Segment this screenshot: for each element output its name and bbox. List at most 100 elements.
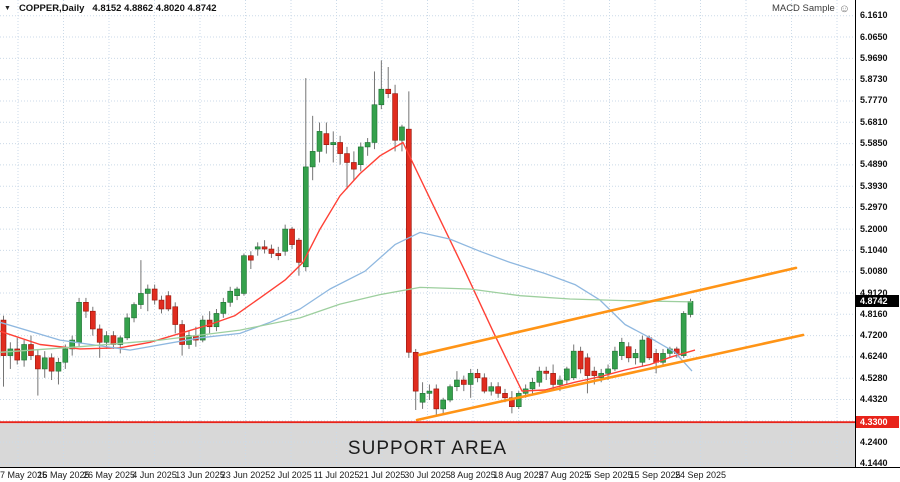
candle-up — [632, 353, 639, 359]
candle-down — [296, 239, 302, 263]
candle-up — [364, 142, 371, 148]
candle-down — [35, 355, 41, 370]
candle-down — [344, 153, 350, 163]
candle-down — [261, 246, 268, 250]
price-tick-label: 5.2000 — [860, 223, 888, 234]
candle-up — [447, 386, 453, 401]
candle-down — [289, 228, 295, 245]
candle-up — [467, 373, 474, 385]
candle-up — [309, 151, 316, 168]
candle-up — [138, 293, 144, 305]
ohlc-values: 4.8152 4.8862 4.8020 4.8742 — [92, 3, 217, 14]
candle-down — [591, 370, 598, 376]
ma-fast-red-line — [0, 141, 696, 392]
price-tick-label: 4.8160 — [860, 308, 888, 319]
price-tick-label: 5.8730 — [860, 74, 888, 85]
candle-up — [282, 228, 288, 252]
date-label: 2 Jul 2025 — [270, 470, 312, 480]
candle-up — [241, 255, 247, 294]
price-tick-label: 5.0080 — [860, 266, 888, 277]
candle-down — [550, 373, 556, 385]
candle-down — [584, 357, 591, 376]
candle-up — [69, 339, 75, 350]
candle-up — [103, 335, 110, 343]
candle-down — [172, 306, 179, 325]
ascending-channel-lower[interactable] — [415, 333, 805, 422]
date-label: 24 Sep 2025 — [674, 470, 727, 480]
ascending-channel-upper[interactable] — [417, 266, 798, 357]
candle-down — [158, 299, 165, 310]
candle-up — [399, 126, 405, 141]
candle-up — [227, 290, 234, 303]
price-tick-label: 4.2400 — [860, 436, 888, 447]
price-tick-label: 5.5850 — [860, 138, 888, 149]
candle-up — [21, 344, 27, 361]
candle-down — [323, 133, 330, 146]
candle-down — [165, 295, 172, 310]
candle-up — [454, 379, 460, 387]
price-tick-label: 6.0650 — [860, 31, 888, 42]
candle-up — [680, 313, 687, 356]
candlesticks — [0, 60, 694, 416]
candle-up — [254, 246, 261, 250]
support-line-price-badge: 4.3300 — [856, 416, 899, 429]
price-tick-label: 4.1440 — [860, 457, 888, 468]
candle-up — [62, 348, 69, 363]
price-tick-label: 5.9690 — [860, 52, 888, 63]
candle-down — [543, 370, 550, 374]
candle-down — [248, 255, 254, 261]
date-label: 4 Jun 2025 — [132, 470, 177, 480]
candle-up — [426, 390, 433, 394]
candle-up — [660, 353, 666, 363]
candle-up — [529, 381, 536, 390]
price-tick-label: 4.7200 — [860, 330, 888, 341]
candle-down — [83, 302, 89, 312]
symbol-title: COPPER,Daily — [18, 3, 85, 14]
candle-up — [55, 361, 62, 372]
price-tick-label: 5.6810 — [860, 116, 888, 127]
price-tick-label: 4.4320 — [860, 394, 888, 405]
candle-down — [481, 377, 488, 392]
time-axis[interactable]: 7 May 2025 16 May 2025 26 May 2025 4 Jun 20… — [0, 468, 900, 482]
price-tick-label: 5.2970 — [860, 202, 888, 213]
candle-down — [351, 162, 357, 170]
date-label: 23 Jun 2025 — [220, 470, 271, 480]
ea-label: MACD Sample ☺ — [772, 3, 850, 14]
candle-up — [612, 350, 618, 370]
date-label: 30 Jul 2025 — [404, 470, 451, 480]
candle-up — [144, 288, 151, 294]
date-label: 11 Jul 2025 — [313, 470, 360, 480]
current-price-badge: 4.8742 — [856, 295, 899, 308]
candle-up — [618, 341, 625, 356]
candle-down — [460, 379, 467, 385]
price-tick-label: 5.4890 — [860, 159, 888, 170]
candle-down — [337, 142, 343, 154]
candle-up — [440, 399, 446, 410]
price-tick-label: 5.1040 — [860, 244, 888, 255]
candle-up — [124, 317, 130, 339]
candle-down — [653, 353, 659, 363]
candle-up — [302, 166, 309, 268]
candle-down — [392, 93, 398, 141]
candle-down — [14, 348, 21, 361]
candle-down — [577, 350, 584, 370]
date-label: 7 May 2025 — [0, 470, 48, 480]
smiley-icon[interactable]: ☺ — [838, 2, 850, 15]
candle-down — [96, 328, 103, 343]
candle-up — [41, 357, 48, 370]
collapse-triangle-icon[interactable]: ▼ — [4, 5, 11, 12]
candle-up — [488, 386, 495, 392]
candle-down — [406, 128, 412, 353]
candle-up — [357, 146, 364, 165]
price-tick-label: 4.6240 — [860, 351, 888, 362]
date-label: 5 Sep 2025 — [586, 470, 633, 480]
candle-up — [419, 393, 426, 403]
candle-down — [495, 386, 501, 394]
candle-up — [605, 368, 611, 374]
price-axis[interactable]: 4.8742 4.3300 6.1610 6.0650 5.9690 5.8730 5.… — [856, 0, 900, 468]
price-tick-label: 4.5280 — [860, 372, 888, 383]
ea-name: MACD Sample — [771, 3, 835, 14]
date-label: 15 Sep 2025 — [629, 470, 681, 480]
